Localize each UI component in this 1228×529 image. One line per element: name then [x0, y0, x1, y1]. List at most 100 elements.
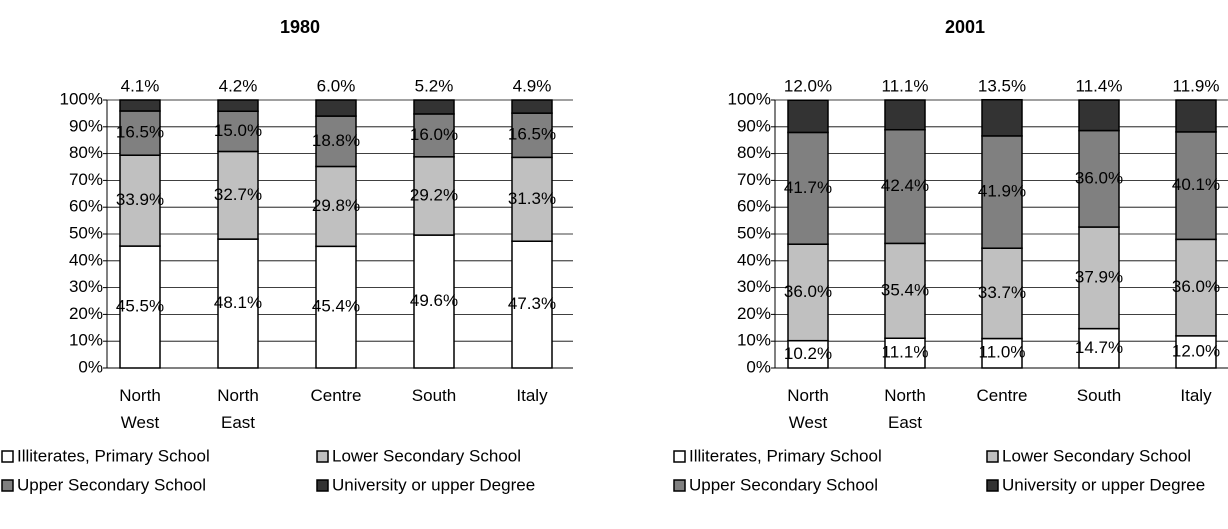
x-tick-line: West — [789, 413, 828, 432]
y-tick-label: 70% — [69, 170, 103, 189]
value-label: 35.4% — [881, 280, 929, 299]
bar-segment — [787, 99, 829, 134]
bar-segment — [413, 99, 455, 115]
value-label: 36.0% — [1172, 277, 1220, 296]
bar-segment — [217, 99, 259, 113]
legend-swatch — [986, 479, 999, 492]
bar-segment — [787, 243, 829, 342]
legend-label: University or upper Degree — [1002, 475, 1205, 494]
x-tick-line: North — [119, 386, 161, 405]
bar-segment — [511, 99, 553, 114]
value-label: 12.0% — [1172, 341, 1220, 360]
legend-swatch — [316, 450, 329, 463]
x-tick-line: Centre — [310, 386, 361, 405]
value-label: 42.4% — [881, 176, 929, 195]
bar-segment — [1078, 99, 1120, 132]
legend-swatch — [1, 450, 14, 463]
chart-title: 1980 — [280, 17, 320, 37]
x-tick-line: South — [412, 386, 456, 405]
bar-segment — [511, 240, 553, 369]
value-label: 11.9% — [1173, 76, 1220, 95]
value-label: 29.8% — [312, 196, 360, 215]
bar-segment — [315, 245, 357, 369]
y-tick-label: 100% — [60, 89, 103, 108]
bar-segment — [315, 165, 357, 248]
x-tick-label: Italy — [516, 386, 548, 405]
value-label: 48.1% — [214, 293, 262, 312]
value-label: 41.9% — [978, 182, 1026, 201]
x-tick-label: North West — [787, 386, 829, 432]
x-tick-label: North East — [217, 386, 259, 432]
x-tick-line: South — [1077, 386, 1121, 405]
x-tick-label: South — [412, 386, 456, 405]
bar-segment — [884, 337, 926, 369]
y-tick-label: 20% — [69, 304, 103, 323]
x-tick-label: Centre — [310, 386, 361, 405]
value-label: 5.2% — [415, 76, 454, 95]
legend-swatch — [1, 479, 14, 492]
y-tick-label: 40% — [737, 250, 771, 269]
bar-segment — [884, 99, 926, 131]
value-label: 14.7% — [1075, 338, 1123, 357]
legend-label: Upper Secondary School — [689, 475, 878, 494]
y-tick-label: 90% — [69, 116, 103, 135]
legend-swatch — [986, 450, 999, 463]
value-label: 41.7% — [784, 178, 832, 197]
value-label: 45.5% — [116, 297, 164, 316]
bar-segment — [787, 339, 829, 369]
x-tick-line: East — [888, 413, 922, 432]
value-label: 49.6% — [410, 291, 458, 310]
value-label: 47.3% — [508, 294, 556, 313]
y-tick-label: 90% — [737, 116, 771, 135]
value-label: 32.7% — [214, 185, 262, 204]
value-label: 16.0% — [410, 125, 458, 144]
chart-title: 2001 — [945, 17, 985, 37]
x-tick-label: Italy — [1180, 386, 1212, 405]
value-label: 33.9% — [116, 190, 164, 209]
y-tick-label: 60% — [69, 197, 103, 216]
x-tick-line: Centre — [976, 386, 1027, 405]
y-tick-label: 50% — [737, 223, 771, 242]
bar-segment — [1175, 99, 1217, 133]
y-tick-label: 10% — [737, 331, 771, 350]
bar-segment — [884, 242, 926, 340]
value-label: 11.1% — [882, 343, 929, 362]
x-tick-label: South — [1077, 386, 1121, 405]
y-tick-label: 30% — [737, 277, 771, 296]
legend-swatch — [316, 479, 329, 492]
value-label: 11.4% — [1076, 76, 1123, 95]
value-label: 29.2% — [410, 185, 458, 204]
y-tick-label: 30% — [69, 277, 103, 296]
bar-segment — [119, 99, 161, 112]
y-tick-label: 0% — [78, 357, 103, 376]
bar-segment — [1175, 238, 1217, 337]
bar-segment — [413, 113, 455, 158]
bar-segment — [315, 115, 357, 168]
bar-segment — [119, 245, 161, 369]
legend-label: University or upper Degree — [332, 475, 535, 494]
value-label: 36.0% — [1075, 168, 1123, 187]
legend-swatch — [673, 450, 686, 463]
y-tick-label: 60% — [737, 197, 771, 216]
value-label: 36.0% — [784, 282, 832, 301]
value-label: 16.5% — [508, 125, 556, 144]
value-label: 31.3% — [508, 189, 556, 208]
value-label: 4.1% — [121, 76, 160, 95]
x-tick-line: Italy — [1180, 386, 1212, 405]
value-label: 37.9% — [1075, 267, 1123, 286]
y-tick-label: 100% — [728, 89, 771, 108]
bar-segment — [981, 337, 1023, 369]
value-label: 10.2% — [784, 344, 832, 363]
y-tick-label: 80% — [737, 143, 771, 162]
value-label: 11.1% — [882, 76, 929, 95]
bar-segment — [981, 135, 1023, 249]
x-tick-line: North — [217, 386, 259, 405]
bar-segment — [315, 99, 357, 117]
bar-segment — [1175, 335, 1217, 369]
y-tick-label: 20% — [737, 304, 771, 323]
x-tick-line: Italy — [516, 386, 548, 405]
value-label: 6.0% — [317, 76, 356, 95]
y-tick-label: 80% — [69, 143, 103, 162]
value-label: 4.9% — [513, 76, 552, 95]
